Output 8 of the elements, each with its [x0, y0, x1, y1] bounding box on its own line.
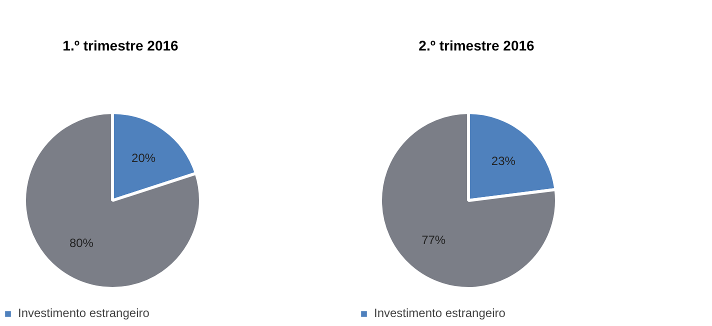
- data-label: 77%: [422, 233, 446, 248]
- data-label: 23%: [491, 154, 516, 168]
- legend-label: Investimento estrangeiro: [18, 306, 150, 320]
- legend-label: Investimento estrangeiro: [374, 306, 506, 320]
- chart-title: 2.º trimestre 2016: [418, 38, 535, 54]
- data-label: 20%: [132, 150, 156, 165]
- data-label: 80%: [69, 236, 94, 250]
- chart-title: 1.º trimestre 2016: [62, 38, 179, 54]
